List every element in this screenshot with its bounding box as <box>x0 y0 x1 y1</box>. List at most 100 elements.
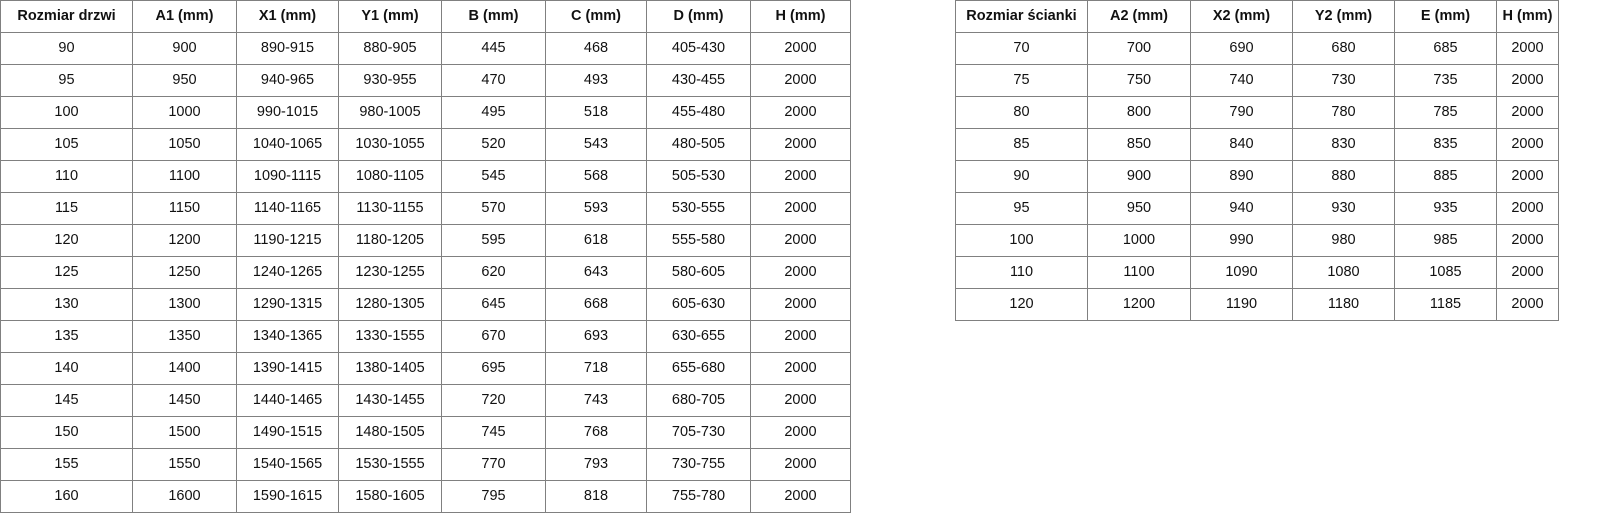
wall-cell: 780 <box>1292 96 1395 129</box>
wall-cell: 700 <box>1087 32 1191 65</box>
door-cell: 670 <box>441 320 546 353</box>
table-row: 90 900 890-915 880-905 445 468 405-430 2000 <box>0 32 851 65</box>
door-cell: 1440-1465 <box>236 384 339 417</box>
table-row: 115 1150 1140-1165 1130-1155 570 593 530-555 20… <box>0 192 851 225</box>
door-column-header-4: B (mm) <box>441 0 546 33</box>
table-row: 145 1450 1440-1465 1430-1455 720 743 680-705 20… <box>0 384 851 417</box>
door-cell: 125 <box>0 256 133 289</box>
door-cell: 580-605 <box>646 256 751 289</box>
door-cell: 755-780 <box>646 480 751 513</box>
door-cell: 818 <box>545 480 647 513</box>
wall-cell: 2000 <box>1496 128 1559 161</box>
wall-cell: 830 <box>1292 128 1395 161</box>
door-cell: 1430-1455 <box>338 384 442 417</box>
door-cell: 730-755 <box>646 448 751 481</box>
door-cell: 768 <box>545 416 647 449</box>
door-cell: 1450 <box>132 384 237 417</box>
table-row: 95 950 940-965 930-955 470 493 430-455 2000 <box>0 64 851 97</box>
door-cell: 160 <box>0 480 133 513</box>
wall-table-header: Rozmiar ścianki A2 (mm) X2 (mm) Y2 (mm) E (m… <box>955 0 1559 33</box>
door-cell: 1300 <box>132 288 237 321</box>
table-header-row: Rozmiar ścianki A2 (mm) X2 (mm) Y2 (mm) E (m… <box>955 0 1559 33</box>
wall-cell: 1080 <box>1292 256 1395 289</box>
wall-cell: 900 <box>1087 160 1191 193</box>
door-cell: 2000 <box>750 128 851 161</box>
door-cell: 1250 <box>132 256 237 289</box>
table-row: 85 850 840 830 835 2000 <box>955 128 1559 161</box>
door-cell: 1500 <box>132 416 237 449</box>
door-cell: 1140-1165 <box>236 192 339 225</box>
door-cell: 1280-1305 <box>338 288 442 321</box>
door-cell: 718 <box>545 352 647 385</box>
door-cell: 100 <box>0 96 133 129</box>
door-cell: 745 <box>441 416 546 449</box>
wall-cell: 1180 <box>1292 288 1395 321</box>
door-cell: 1150 <box>132 192 237 225</box>
door-cell: 140 <box>0 352 133 385</box>
door-cell: 1530-1555 <box>338 448 442 481</box>
door-cell: 980-1005 <box>338 96 442 129</box>
table-row: 140 1400 1390-1415 1380-1405 695 718 655-680 20… <box>0 352 851 385</box>
table-row: 95 950 940 930 935 2000 <box>955 192 1559 225</box>
door-table-header: Rozmiar drzwi A1 (mm) X1 (mm) Y1 (mm) B (mm)… <box>0 0 851 33</box>
door-cell: 145 <box>0 384 133 417</box>
wall-cell: 940 <box>1190 192 1293 225</box>
door-cell: 1600 <box>132 480 237 513</box>
door-table-body: 90 900 890-915 880-905 445 468 405-430 2000 95 95… <box>0 32 851 513</box>
wall-cell: 880 <box>1292 160 1395 193</box>
door-column-header-0: Rozmiar drzwi <box>0 0 133 33</box>
door-cell: 1230-1255 <box>338 256 442 289</box>
wall-cell: 1200 <box>1087 288 1191 321</box>
wall-cell: 75 <box>955 64 1088 97</box>
door-cell: 705-730 <box>646 416 751 449</box>
wall-cell: 2000 <box>1496 160 1559 193</box>
door-cell: 2000 <box>750 160 851 193</box>
wall-cell: 980 <box>1292 224 1395 257</box>
door-cell: 155 <box>0 448 133 481</box>
door-cell: 495 <box>441 96 546 129</box>
table-row: 70 700 690 680 685 2000 <box>955 32 1559 65</box>
table-row: 125 1250 1240-1265 1230-1255 620 643 580-605 20… <box>0 256 851 289</box>
door-cell: 793 <box>545 448 647 481</box>
door-cell: 480-505 <box>646 128 751 161</box>
wall-cell: 790 <box>1190 96 1293 129</box>
door-cell: 1400 <box>132 352 237 385</box>
wall-cell: 2000 <box>1496 192 1559 225</box>
door-cell: 150 <box>0 416 133 449</box>
wall-cell: 930 <box>1292 192 1395 225</box>
wall-cell: 1190 <box>1190 288 1293 321</box>
door-cell: 1330-1555 <box>338 320 442 353</box>
wall-size-table: Rozmiar ścianki A2 (mm) X2 (mm) Y2 (mm) E (m… <box>955 0 1559 321</box>
door-cell: 2000 <box>750 32 851 65</box>
door-cell: 1390-1415 <box>236 352 339 385</box>
door-cell: 990-1015 <box>236 96 339 129</box>
door-cell: 655-680 <box>646 352 751 385</box>
door-size-table: Rozmiar drzwi A1 (mm) X1 (mm) Y1 (mm) B (mm)… <box>0 0 851 513</box>
table-row: 160 1600 1590-1615 1580-1605 795 818 755-780 20… <box>0 480 851 513</box>
door-cell: 770 <box>441 448 546 481</box>
door-cell: 1580-1605 <box>338 480 442 513</box>
wall-cell: 2000 <box>1496 96 1559 129</box>
wall-column-header-3: Y2 (mm) <box>1292 0 1395 33</box>
door-cell: 1000 <box>132 96 237 129</box>
door-cell: 95 <box>0 64 133 97</box>
wall-cell: 730 <box>1292 64 1395 97</box>
door-cell: 430-455 <box>646 64 751 97</box>
door-column-header-5: C (mm) <box>545 0 647 33</box>
door-cell: 880-905 <box>338 32 442 65</box>
table-row: 105 1050 1040-1065 1030-1055 520 543 480-505 20… <box>0 128 851 161</box>
door-cell: 630-655 <box>646 320 751 353</box>
door-cell: 1590-1615 <box>236 480 339 513</box>
door-cell: 595 <box>441 224 546 257</box>
door-cell: 470 <box>441 64 546 97</box>
door-cell: 570 <box>441 192 546 225</box>
door-cell: 1040-1065 <box>236 128 339 161</box>
wall-cell: 835 <box>1394 128 1497 161</box>
table-row: 75 750 740 730 735 2000 <box>955 64 1559 97</box>
wall-cell: 785 <box>1394 96 1497 129</box>
door-cell: 543 <box>545 128 647 161</box>
door-cell: 950 <box>132 64 237 97</box>
wall-cell: 110 <box>955 256 1088 289</box>
wall-table-body: 70 700 690 680 685 2000 75 750 740 730 735 2000 80 80… <box>955 32 1559 321</box>
